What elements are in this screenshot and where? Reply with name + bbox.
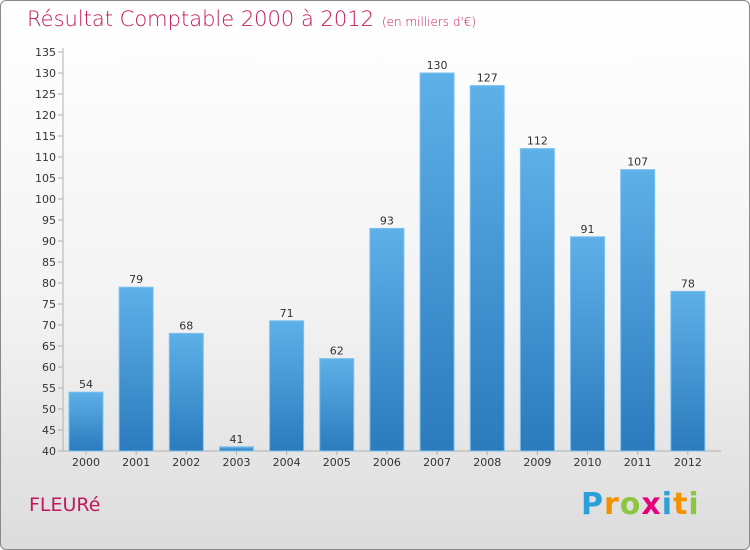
- y-tick-label: 60: [42, 361, 56, 374]
- bar-2006[interactable]: [369, 227, 405, 452]
- data-label-2010: 91: [581, 223, 595, 236]
- y-tick-label: 115: [35, 130, 56, 143]
- logo-letter: t: [673, 487, 689, 522]
- data-label-2004: 71: [280, 307, 294, 320]
- x-tick-label: 2000: [72, 456, 100, 469]
- x-axis: 2000 2001 2002 2003 2004 2005 2006 2007 2008 2009…: [63, 450, 721, 469]
- y-tick-label: 95: [42, 214, 56, 227]
- x-tick-label: 2006: [373, 456, 401, 469]
- y-tick-label: 55: [42, 382, 56, 395]
- y-tick-label: 50: [42, 403, 56, 416]
- logo-letter: o: [619, 487, 642, 522]
- x-tick-label: 2012: [674, 456, 702, 469]
- logo-letter: i: [688, 487, 700, 522]
- x-tick-label: 2003: [222, 456, 250, 469]
- y-tick-label: 90: [42, 235, 56, 248]
- bar-2012[interactable]: [670, 290, 706, 452]
- data-label-2005: 62: [330, 345, 344, 358]
- bar-chart: 40 45 50 55 60 65 70 75 80 85 90 95 100 105 110 115 120 1…: [35, 46, 721, 469]
- data-label-2001: 79: [129, 273, 143, 286]
- x-tick-label: 2004: [273, 456, 301, 469]
- data-label-2000: 54: [79, 378, 93, 391]
- x-tick-label: 2001: [122, 456, 150, 469]
- data-label-2007: 130: [427, 59, 448, 72]
- y-tick-label: 135: [35, 46, 56, 59]
- x-tick-label: 2011: [624, 456, 652, 469]
- bar-2010[interactable]: [570, 236, 606, 452]
- commune-name: FLEURé: [29, 494, 101, 516]
- x-tick-label: 2010: [574, 456, 602, 469]
- y-tick-label: 45: [42, 424, 56, 437]
- chart-title: Résultat Comptable 2000 à 2012 (en millie…: [27, 7, 476, 31]
- logo-letter: x: [641, 487, 662, 522]
- bar-2005[interactable]: [319, 358, 355, 452]
- y-tick-label: 85: [42, 256, 56, 269]
- bar-2004[interactable]: [269, 320, 305, 452]
- x-tick-label: 2005: [323, 456, 351, 469]
- x-tick-label: 2007: [423, 456, 451, 469]
- logo-letter: i: [661, 487, 674, 522]
- data-label-2003: 41: [229, 433, 243, 446]
- y-tick-label: 75: [42, 298, 56, 311]
- x-tick-label: 2009: [523, 456, 551, 469]
- bar-2003[interactable]: [218, 446, 254, 452]
- chart-title-main: Résultat Comptable 2000 à 2012: [27, 7, 374, 31]
- bar-2000[interactable]: [68, 391, 104, 452]
- y-tick-label: 120: [35, 109, 56, 122]
- bar-2009[interactable]: [519, 148, 555, 452]
- y-tick-label: 80: [42, 277, 56, 290]
- data-label-2002: 68: [179, 319, 193, 332]
- y-tick-label: 105: [35, 172, 56, 185]
- data-label-2012: 78: [681, 277, 695, 290]
- data-label-2006: 93: [380, 214, 394, 227]
- data-label-2008: 127: [477, 72, 498, 85]
- y-tick-label: 40: [42, 445, 56, 458]
- proxiti-logo[interactable]: Proxiti: [581, 487, 700, 522]
- data-label-2011: 107: [627, 156, 648, 169]
- bar-2001[interactable]: [118, 286, 154, 452]
- bar-2011[interactable]: [620, 169, 656, 452]
- x-tick-label: 2002: [172, 456, 200, 469]
- chart-title-unit: (en milliers d'€): [381, 15, 477, 29]
- data-labels: 54 79 68 41 71 62 93 130 127 112 91 107 78: [79, 59, 695, 446]
- y-tick-label: 130: [35, 67, 56, 80]
- y-tick-label: 65: [42, 340, 56, 353]
- y-tick-label: 70: [42, 319, 56, 332]
- logo-letter: P: [581, 487, 604, 522]
- bar-2007[interactable]: [419, 72, 455, 452]
- logo-letter: r: [604, 487, 620, 522]
- y-tick-label: 110: [35, 151, 56, 164]
- x-tick-label: 2008: [473, 456, 501, 469]
- y-tick-label: 100: [35, 193, 56, 206]
- y-axis: 40 45 50 55 60 65 70 75 80 85 90 95 100 105 110 115 120 1…: [35, 46, 64, 458]
- bar-2008[interactable]: [469, 85, 505, 452]
- y-tick-label: 125: [35, 88, 56, 101]
- bar-2002[interactable]: [168, 332, 204, 452]
- bar-series: [68, 72, 706, 452]
- data-label-2009: 112: [527, 135, 548, 148]
